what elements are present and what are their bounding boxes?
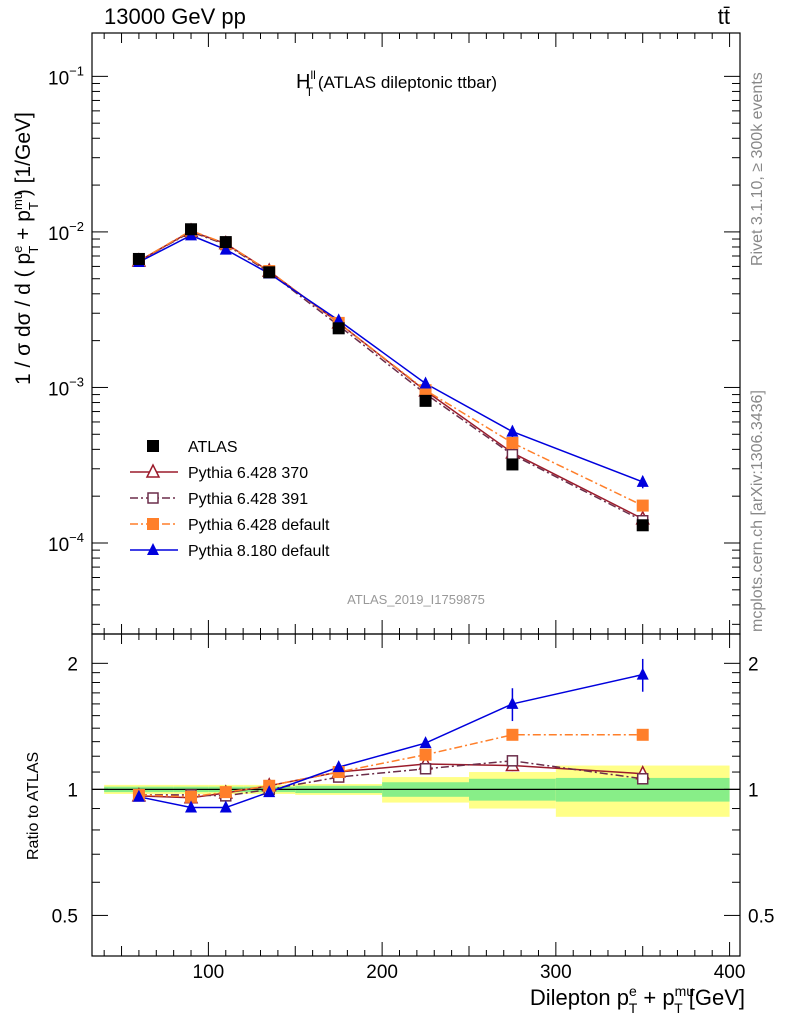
marker (419, 763, 432, 775)
x-axis-label: Dilepton pe T + pmu T [GeV] (530, 983, 745, 1016)
marker (219, 236, 232, 249)
y-tick-label: 10−1 (48, 63, 84, 89)
marker (185, 790, 198, 803)
ratio-y-tick-label: 1 (748, 780, 759, 801)
ratio-y-tick-label: 2 (67, 654, 78, 675)
marker (636, 667, 649, 680)
marker (506, 458, 519, 471)
x-tick-label: 200 (366, 962, 398, 983)
legend-entry: Pythia 6.428 391 (188, 491, 308, 508)
marker (506, 696, 519, 709)
marker (263, 266, 276, 279)
marker (506, 448, 519, 461)
side-text-bottom: mcplots.cern.ch [arXiv:1306.3436] (749, 390, 766, 632)
marker (147, 518, 159, 530)
marker (132, 789, 145, 802)
legend-entry: ATLAS (188, 439, 238, 456)
marker (506, 728, 519, 741)
y-axis-label-ratio: Ratio to ATLAS (25, 752, 42, 860)
marker (145, 463, 161, 478)
marker (636, 499, 649, 512)
marker (147, 492, 159, 504)
x-tick-label: 300 (540, 962, 572, 983)
ratio-y-tick-label: 1 (67, 780, 78, 801)
legend-entry: Pythia 6.428 370 (188, 465, 308, 482)
marker (636, 474, 649, 487)
series-line (138, 234, 643, 483)
legend-entry: Pythia 8.180 default (188, 543, 330, 560)
marker (636, 773, 649, 785)
x-tick-label: 100 (193, 962, 225, 983)
ratio-y-tick-label: 2 (748, 654, 759, 675)
marker (419, 748, 432, 761)
ratio-series-line (138, 760, 643, 797)
y-tick-label: 10−3 (48, 374, 84, 400)
marker (332, 760, 345, 773)
marker (185, 223, 198, 236)
y-tick-label: 10−4 (48, 530, 84, 556)
marker (636, 728, 649, 741)
y-axis-label-main: 1 / σ dσ / d ( peT + pmuT ) [1/GeV] (10, 112, 41, 385)
marker (147, 543, 159, 555)
marker (506, 424, 519, 437)
header-left: 13000 GeV pp (104, 4, 246, 29)
plot-title: Hll T (ATLAS dileptonic ttbar) (296, 68, 497, 99)
legend-entry: Pythia 6.428 default (188, 517, 330, 534)
marker (506, 436, 519, 449)
marker (636, 519, 649, 532)
ratio-y-tick-label: 0.5 (52, 906, 78, 927)
marker (332, 322, 345, 335)
header-right: tt̄ (718, 4, 730, 29)
marker (506, 755, 519, 767)
marker (219, 786, 232, 799)
ratio-y-tick-label: 0.5 (748, 906, 774, 927)
marker (219, 800, 232, 813)
side-text-top: Rivet 3.1.10, ≥ 300k events (749, 72, 766, 266)
ratio-series-line (138, 673, 643, 809)
analysis-label: ATLAS_2019_I1759875 (347, 592, 485, 607)
marker (147, 440, 159, 452)
marker (263, 785, 276, 798)
y-tick-label: 10−2 (48, 219, 84, 245)
marker (419, 736, 432, 749)
ratio-frame (91, 633, 741, 957)
marker (185, 800, 198, 813)
marker (419, 394, 432, 407)
marker (132, 252, 145, 265)
x-tick-label: 400 (714, 962, 746, 983)
marker (219, 242, 232, 255)
marker (419, 376, 432, 389)
